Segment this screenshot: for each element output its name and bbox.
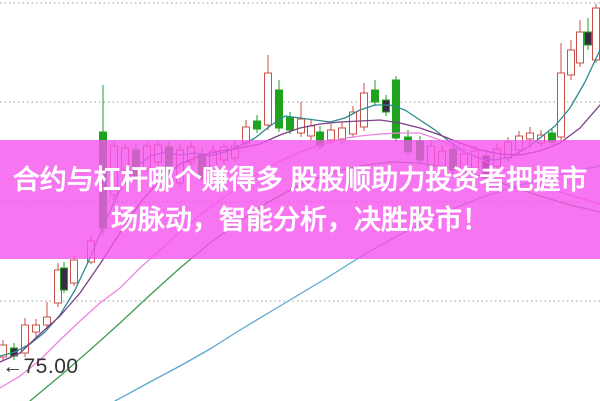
price-label: ←75.00	[2, 355, 79, 378]
candle-body	[327, 129, 335, 141]
candle-body	[60, 267, 68, 291]
candle-body	[349, 111, 357, 135]
candle-body	[392, 79, 400, 139]
candle-body	[576, 31, 584, 64]
candle-body	[526, 132, 534, 140]
candle-body	[286, 116, 294, 131]
candle-body	[264, 72, 272, 126]
candle-body	[584, 31, 592, 46]
candle-body	[253, 120, 261, 130]
candle-body	[21, 324, 29, 354]
candle-body	[275, 89, 283, 129]
promo-banner: 合约与杠杆哪个赚得多 股股顺助力投资者把握市 场脉动，智能分析，决胜股市！	[0, 140, 600, 259]
banner-text-line1: 合约与杠杆哪个赚得多 股股顺助力投资者把握市	[12, 165, 588, 195]
candle-body	[567, 49, 575, 76]
banner-text-line2: 场脉动，智能分析，决胜股市！	[111, 205, 489, 235]
candle-body	[32, 324, 40, 333]
candle-body	[70, 259, 78, 284]
candle-body	[297, 118, 305, 134]
candle-body	[43, 316, 51, 326]
candle-body	[557, 72, 565, 138]
candle-body	[0, 344, 7, 358]
candle-body	[382, 99, 390, 113]
candle-body	[307, 125, 315, 137]
candle-body	[371, 89, 379, 103]
